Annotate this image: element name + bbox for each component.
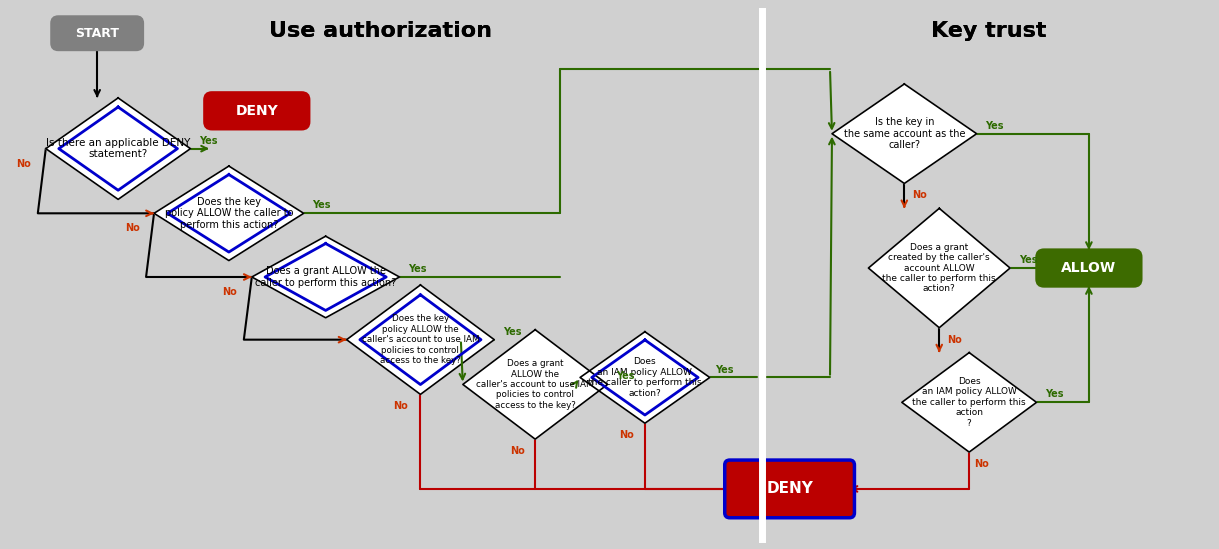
Text: Does a grant
ALLOW the
caller's account to use IAM
policies to control
access to: Does a grant ALLOW the caller's account … bbox=[477, 359, 594, 410]
Text: Does
an IAM policy ALLOW
the caller to perform this
action?: Does an IAM policy ALLOW the caller to p… bbox=[588, 357, 702, 397]
Polygon shape bbox=[902, 352, 1036, 452]
Polygon shape bbox=[154, 166, 304, 261]
Polygon shape bbox=[252, 236, 400, 318]
Text: No: No bbox=[124, 223, 139, 233]
Text: Is the key in
the same account as the
caller?: Is the key in the same account as the ca… bbox=[844, 117, 965, 150]
Text: Yes: Yes bbox=[1019, 255, 1037, 265]
Text: Yes: Yes bbox=[985, 121, 1004, 131]
Text: Does a grant ALLOW the
caller to perform this action?: Does a grant ALLOW the caller to perform… bbox=[255, 266, 396, 288]
Text: Yes: Yes bbox=[199, 136, 218, 145]
Text: Is there an applicable DENY
statement?: Is there an applicable DENY statement? bbox=[46, 138, 190, 159]
FancyBboxPatch shape bbox=[725, 460, 855, 518]
Text: Yes: Yes bbox=[716, 365, 734, 374]
Text: Yes: Yes bbox=[408, 264, 427, 274]
Text: No: No bbox=[223, 287, 238, 297]
Text: Yes: Yes bbox=[503, 327, 522, 337]
Polygon shape bbox=[346, 285, 494, 394]
Text: Yes: Yes bbox=[617, 372, 635, 382]
Text: Does a grant
created by the caller's
account ALLOW
the caller to perform this
ac: Does a grant created by the caller's acc… bbox=[883, 243, 996, 293]
Polygon shape bbox=[46, 98, 190, 199]
Polygon shape bbox=[868, 208, 1011, 328]
Text: Does the key
policy ALLOW the caller to
perform this action?: Does the key policy ALLOW the caller to … bbox=[165, 197, 293, 230]
FancyBboxPatch shape bbox=[51, 16, 143, 50]
Polygon shape bbox=[463, 330, 607, 439]
Text: DENY: DENY bbox=[235, 104, 278, 118]
FancyBboxPatch shape bbox=[205, 92, 310, 130]
Text: No: No bbox=[619, 430, 634, 440]
Text: No: No bbox=[393, 401, 408, 411]
Text: Yes: Yes bbox=[1045, 389, 1064, 399]
Polygon shape bbox=[833, 84, 976, 183]
Text: Does
an IAM policy ALLOW
the caller to perform this
action
?: Does an IAM policy ALLOW the caller to p… bbox=[912, 377, 1026, 428]
Text: No: No bbox=[912, 191, 926, 200]
Text: Key trust: Key trust bbox=[931, 21, 1047, 41]
Text: ALLOW: ALLOW bbox=[1062, 261, 1117, 275]
Text: No: No bbox=[974, 459, 989, 469]
Text: No: No bbox=[17, 159, 32, 169]
Text: No: No bbox=[947, 335, 962, 345]
Polygon shape bbox=[580, 332, 709, 423]
Text: START: START bbox=[76, 27, 119, 40]
Text: Yes: Yes bbox=[312, 200, 330, 210]
Text: DENY: DENY bbox=[767, 481, 813, 496]
Text: No: No bbox=[510, 446, 524, 456]
Text: Does the key
policy ALLOW the
caller's account to use IAM
policies to control
ac: Does the key policy ALLOW the caller's a… bbox=[362, 315, 479, 365]
Text: Use authorization: Use authorization bbox=[269, 21, 492, 41]
Text: Key trust: Key trust bbox=[931, 21, 1047, 41]
Text: Use authorization: Use authorization bbox=[269, 21, 492, 41]
FancyBboxPatch shape bbox=[1036, 249, 1141, 287]
